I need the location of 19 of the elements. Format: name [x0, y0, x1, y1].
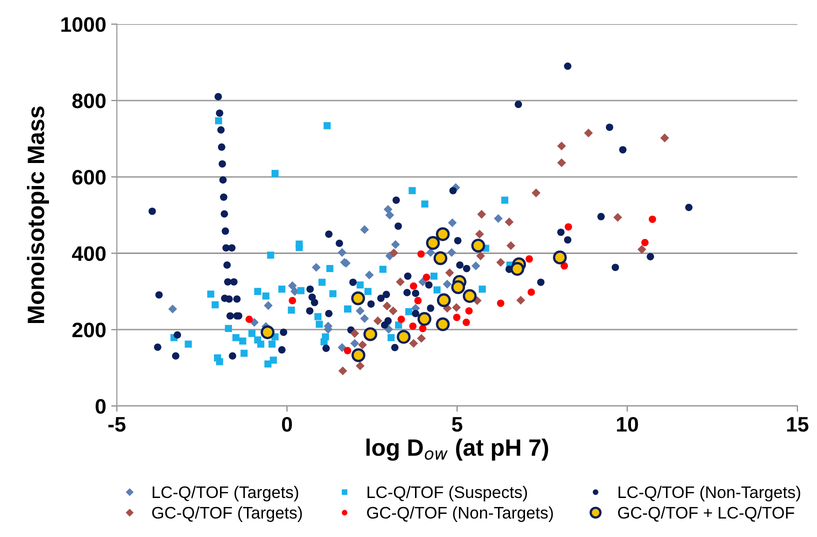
x-tick-label: -5 [108, 417, 126, 432]
legend-label: LC-Q/TOF (Targets) [152, 486, 298, 502]
x-tick-label: 5 [452, 417, 462, 432]
y-tick-label: 0 [96, 398, 106, 414]
x-tick-label: 0 [282, 416, 292, 432]
y-axis-title: Monoisotopic Mass [26, 106, 49, 324]
legend-label: LC-Q/TOF (Non-Targets) [618, 486, 800, 502]
y-tick-label: 200 [72, 322, 106, 338]
legend-label: LC-Q/TOF (Suspects) [368, 486, 527, 502]
y-tick-label: 400 [72, 246, 106, 262]
y-tick-label: 800 [72, 94, 106, 108]
legend-label: GC-Q/TOF (Non-Targets) [367, 506, 553, 522]
x-tick-label: 15 [787, 417, 808, 432]
y-tick-label: 600 [72, 170, 106, 185]
legend-label: GC-Q/TOF (Targets) [152, 506, 302, 522]
x-axis-title: log D$_{ow}$ (at pH 7) [366, 438, 548, 461]
y-tick-label: 1000 [61, 17, 106, 32]
legend-label: GC-Q/TOF + LC-Q/TOF [618, 506, 794, 522]
x-tick-label: 10 [616, 416, 638, 432]
